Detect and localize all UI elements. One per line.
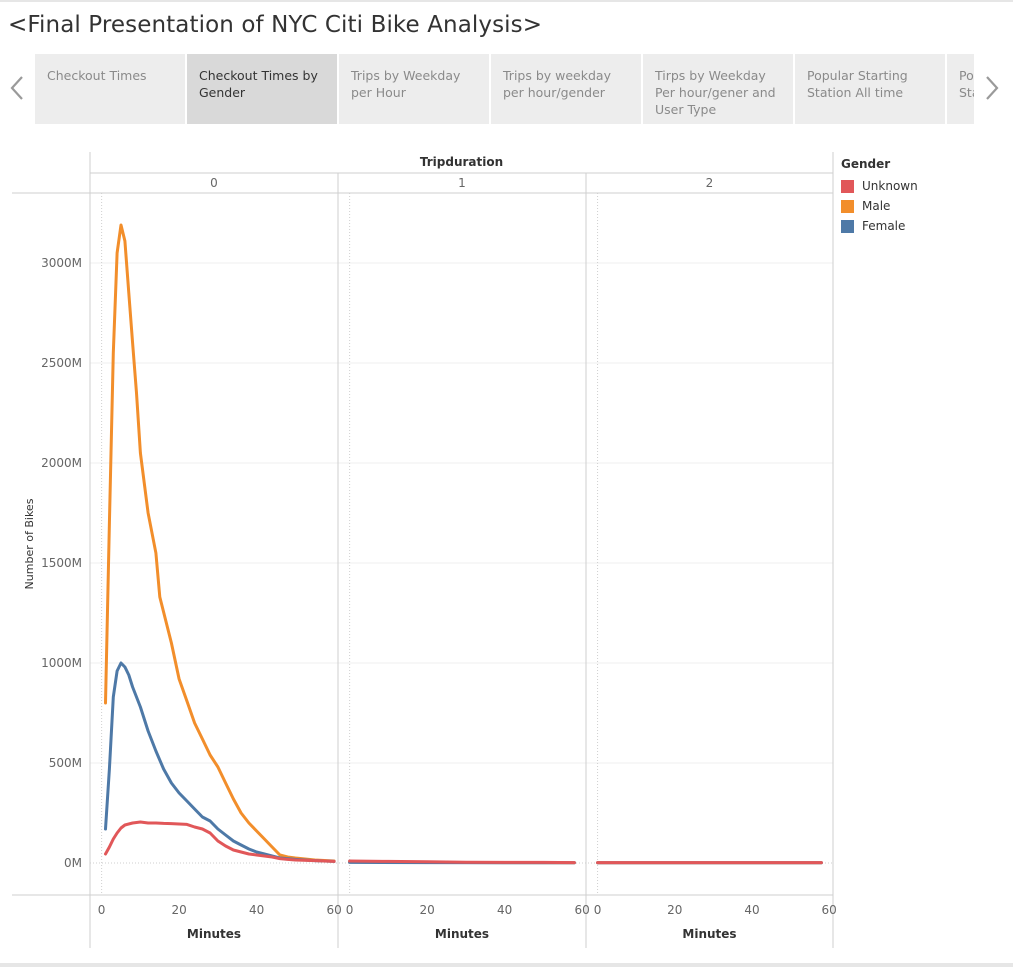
x-tick-label: 60	[574, 903, 589, 917]
y-tick-label: 1000M	[41, 656, 82, 670]
panel-header: 0	[210, 176, 218, 190]
x-tick-label: 0	[346, 903, 354, 917]
tab-2[interactable]: Checkout Times by Gender	[187, 54, 337, 124]
x-tick-label: 20	[667, 903, 682, 917]
legend-swatch	[841, 199, 854, 213]
panel-0: 0 0 20 40 60 Minutes	[98, 176, 342, 941]
legend-item-unknown[interactable]: Unknown	[841, 176, 918, 196]
y-tick-label: 2500M	[41, 356, 82, 370]
story-tabs: Checkout Times Checkout Times by Gender Tr…	[35, 54, 974, 124]
x-axis-label: Minutes	[187, 927, 241, 941]
y-tick-label: 0M	[64, 856, 82, 870]
x-tick-label: 60	[326, 903, 341, 917]
panel-header: 2	[706, 176, 714, 190]
story-title: <Final Presentation of NYC Citi Bike Ana…	[8, 12, 543, 38]
tab-1[interactable]: Checkout Times	[35, 54, 185, 124]
legend-label: Female	[862, 219, 906, 233]
tab-7[interactable]: Popular Starting Station	[947, 54, 974, 124]
chart: Tripduration 0M 500M 1000M 1500M 2000M 2500M 30…	[12, 152, 837, 948]
x-tick-label: 0	[594, 903, 602, 917]
top-divider	[0, 0, 1013, 2]
gridlines	[90, 262, 833, 764]
tab-3[interactable]: Trips by Weekday per Hour	[339, 54, 489, 124]
x-tick-label: 20	[419, 903, 434, 917]
series-line-unknown	[104, 820, 336, 863]
tab-6[interactable]: Popular Starting Station All time	[795, 54, 945, 124]
panel-header: 1	[458, 176, 466, 190]
legend-label: Unknown	[862, 179, 918, 193]
x-axis-label: Minutes	[435, 927, 489, 941]
x-tick-label: 40	[249, 903, 264, 917]
legend-title: Gender	[841, 157, 891, 171]
legend-swatch	[841, 179, 854, 193]
column-header: Tripduration	[420, 155, 503, 169]
x-tick-label: 60	[822, 903, 837, 917]
chevron-right-icon	[986, 76, 999, 100]
y-tick-label: 1500M	[41, 556, 82, 570]
tab-5[interactable]: Tirps by Weekday Per hour/gener and User…	[643, 54, 793, 124]
series-line-male	[104, 223, 336, 863]
series-line-female	[104, 661, 336, 863]
panel-1: 1 0 20 40 60 Minutes	[346, 176, 590, 941]
series-line-unknown	[348, 859, 576, 865]
legend-item-female[interactable]: Female	[841, 216, 918, 236]
x-tick-label: 40	[744, 903, 759, 917]
bottom-divider	[0, 963, 1013, 967]
x-axis-label: Minutes	[682, 927, 736, 941]
y-tick-label: 2000M	[41, 456, 82, 470]
x-tick-label: 20	[171, 903, 186, 917]
y-axis-label: Number of Bikes	[23, 498, 36, 589]
legend-swatch	[841, 219, 854, 233]
legend-item-male[interactable]: Male	[841, 196, 918, 216]
prev-story-point-button[interactable]	[5, 71, 29, 105]
y-tick-label: 500M	[49, 756, 82, 770]
x-tick-label: 40	[497, 903, 512, 917]
legend: Gender Unknown Male Female	[841, 157, 918, 236]
chevron-left-icon	[10, 76, 23, 100]
next-story-point-button[interactable]	[980, 71, 1004, 105]
y-tick-label: 3000M	[41, 256, 82, 270]
tab-4[interactable]: Trips by weekday per hour/gender	[491, 54, 641, 124]
x-tick-label: 0	[98, 903, 106, 917]
legend-label: Male	[862, 199, 891, 213]
